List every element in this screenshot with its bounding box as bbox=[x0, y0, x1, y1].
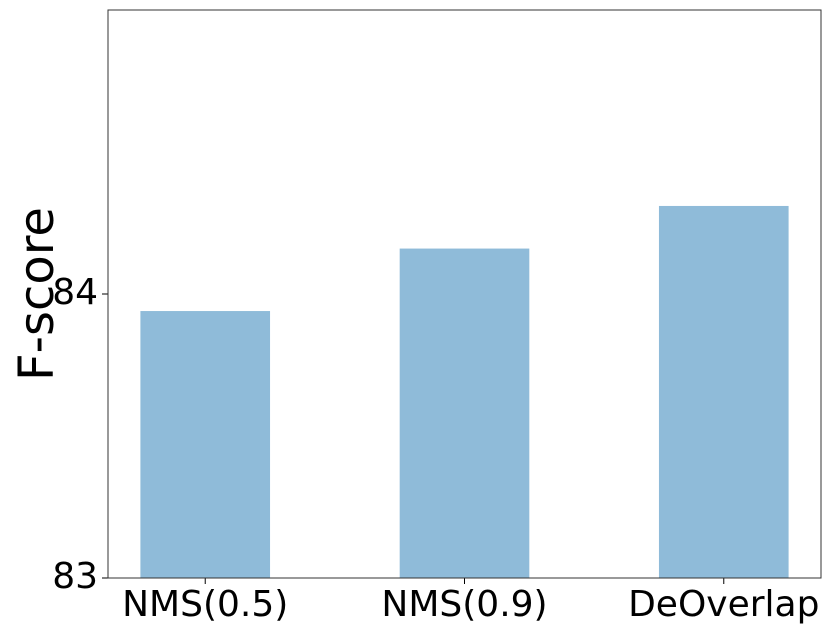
bar bbox=[140, 311, 271, 578]
bar bbox=[399, 248, 530, 578]
plot-frame bbox=[107, 9, 822, 579]
x-tick-label: NMS(0.9) bbox=[381, 584, 547, 625]
x-tick-label: DeOverlap bbox=[628, 584, 819, 625]
y-axis-label: F-score bbox=[9, 207, 65, 381]
bar bbox=[658, 205, 789, 578]
x-tick-label: NMS(0.5) bbox=[122, 584, 288, 625]
y-tick-label: 83 bbox=[52, 556, 98, 597]
y-tick-label: 84 bbox=[52, 272, 98, 313]
